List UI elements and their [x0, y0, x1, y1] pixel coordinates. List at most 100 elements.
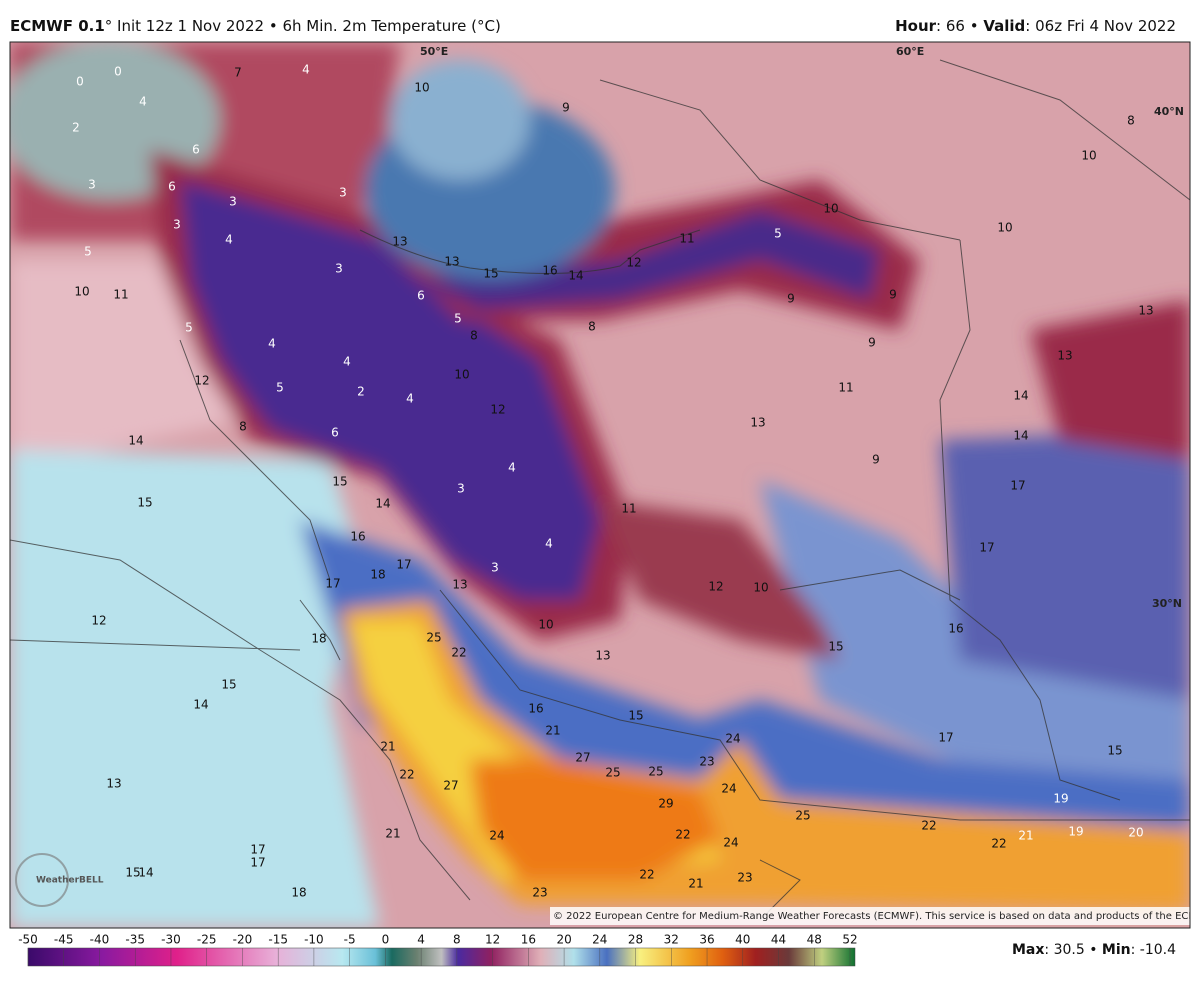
map-label: 4 — [225, 233, 233, 247]
geo-label: 60°E — [896, 45, 924, 58]
colorbar-tick-label: 16 — [521, 933, 536, 947]
colorbar — [27, 947, 856, 967]
colorbar-tick-label: -35 — [125, 933, 145, 947]
colorbar-tick-label: 24 — [592, 933, 607, 947]
map-label: 5 — [774, 227, 782, 241]
map-label: 15 — [125, 866, 140, 880]
map-label: 22 — [921, 819, 936, 833]
map-label: 9 — [872, 453, 880, 467]
map-label: 5 — [454, 312, 462, 326]
map-label: 13 — [750, 416, 765, 430]
map-label: 10 — [538, 618, 553, 632]
colorbar-tick-label: -40 — [90, 933, 110, 947]
map-label: 13 — [392, 235, 407, 249]
map-label: 22 — [991, 837, 1006, 851]
map-label: 17 — [250, 856, 265, 870]
text-segment: : 66 • — [936, 17, 983, 35]
map-label: 21 — [380, 740, 395, 754]
map-label: 10 — [454, 368, 469, 382]
map-label: 25 — [605, 766, 620, 780]
map-label: 8 — [470, 329, 478, 343]
map-label: 21 — [385, 827, 400, 841]
map-label: 17 — [979, 541, 994, 555]
map-label: 4 — [343, 355, 351, 369]
map-label: 2 — [357, 385, 365, 399]
colorbar-tick-label: -25 — [197, 933, 217, 947]
colorbar-tick-label: -10 — [304, 933, 324, 947]
colorbar-tick-label: 0 — [382, 933, 390, 947]
colorbar-tick-label: 8 — [453, 933, 461, 947]
colorbar-tick-label: -30 — [161, 933, 181, 947]
map-label: 7 — [234, 66, 242, 80]
map-label: 10 — [997, 221, 1012, 235]
map-label: 11 — [679, 232, 694, 246]
map-label: 4 — [139, 95, 147, 109]
map-label: 14 — [193, 698, 208, 712]
map-label: 13 — [1138, 304, 1153, 318]
map-label: 15 — [1107, 744, 1122, 758]
map-label: 3 — [335, 262, 343, 276]
map-label: 21 — [545, 724, 560, 738]
colorbar-tick-label: -20 — [233, 933, 253, 947]
map-label: 13 — [444, 255, 459, 269]
map-label: 23 — [699, 755, 714, 769]
map-label: 18 — [311, 632, 326, 646]
map-label: 16 — [350, 530, 365, 544]
map-label: 0 — [114, 65, 122, 79]
map-label: 15 — [483, 267, 498, 281]
map-label: 17 — [938, 731, 953, 745]
map-label: 14 — [1013, 429, 1028, 443]
map-label: 20 — [1128, 826, 1143, 840]
colorbar-tick-label: 36 — [699, 933, 714, 947]
map-label: 13 — [1057, 349, 1072, 363]
map-label: 27 — [443, 779, 458, 793]
map-label: 0 — [76, 75, 84, 89]
map-label: 3 — [173, 218, 181, 232]
colorbar-tick-label: -5 — [344, 933, 356, 947]
map-label: 9 — [868, 336, 876, 350]
map-label: 13 — [595, 649, 610, 663]
map-label: 6 — [168, 180, 176, 194]
colorbar-tick-label: 32 — [664, 933, 679, 947]
text-segment: : -10.4 — [1131, 942, 1176, 958]
map-label: 11 — [838, 381, 853, 395]
map-label: 5 — [276, 381, 284, 395]
map-label: 8 — [588, 320, 596, 334]
geo-label: 40°N — [1154, 105, 1184, 118]
text-segment: Valid — [983, 17, 1025, 35]
map-label: 13 — [106, 777, 121, 791]
header-text: Max: 30.5 • Min: -10.4 — [1012, 942, 1176, 958]
map-label: 10 — [414, 81, 429, 95]
map-label: 24 — [723, 836, 738, 850]
colorbar-tick-label: 12 — [485, 933, 500, 947]
text-segment: Max — [1012, 942, 1044, 958]
text-segment: : 30.5 • — [1044, 942, 1102, 958]
map-label: 24 — [725, 732, 740, 746]
map-label: 4 — [268, 337, 276, 351]
map: 0 0 7 4 4 10 9 8 2 6 10 3 6 3 3 3 4 10 10 5 13 11 5 3 13 15 16 14 12… — [10, 42, 1190, 928]
map-label: 3 — [457, 482, 465, 496]
map-label: 16 — [528, 702, 543, 716]
map-label: 12 — [194, 374, 209, 388]
map-label: 15 — [332, 475, 347, 489]
map-label: 5 — [185, 321, 193, 335]
text-segment: ° Init 12z 1 Nov 2022 • 6h Min. 2m Tempe… — [105, 17, 501, 35]
colorbar-tick-label: 48 — [807, 933, 822, 947]
map-label: 24 — [721, 782, 736, 796]
map-label: 15 — [628, 709, 643, 723]
map-label: 13 — [452, 578, 467, 592]
colorbar-ticks: -50 -45 -40 -35 -30 -25 -20 -15 -10 -5 0 4 8 12 16 20 24… — [18, 933, 858, 966]
map-label: 6 — [417, 289, 425, 303]
watermark-logo — [15, 853, 69, 907]
map-label: 14 — [138, 866, 153, 880]
map-label: 16 — [542, 264, 557, 278]
map-label: 4 — [302, 63, 310, 77]
map-label: 27 — [575, 751, 590, 765]
map-label: 17 — [325, 577, 340, 591]
header-text: ECMWF 0.1° Init 12z 1 Nov 2022 • 6h Min.… — [10, 17, 501, 35]
map-label: 3 — [339, 186, 347, 200]
map-labels: 0 0 7 4 4 10 9 8 2 6 10 3 6 3 3 3 4 10 10 5 13 11 5 3 13 15 16 14 12… — [72, 63, 1153, 900]
copyright-bg — [550, 907, 1190, 925]
map-label: 17 — [1010, 479, 1025, 493]
